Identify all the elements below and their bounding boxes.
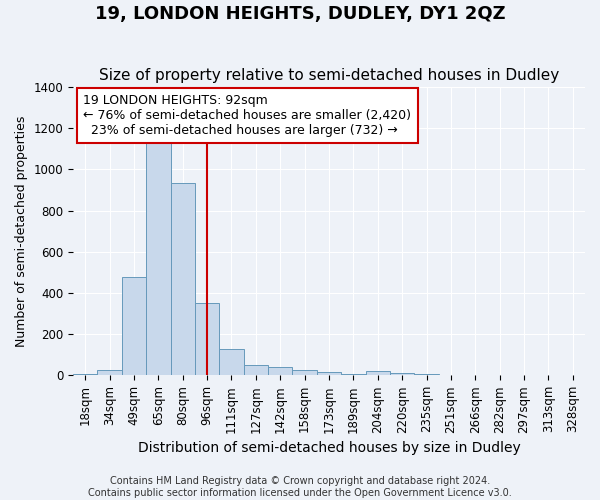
X-axis label: Distribution of semi-detached houses by size in Dudley: Distribution of semi-detached houses by …: [137, 441, 520, 455]
Bar: [365, 371, 390, 376]
Bar: [146, 140, 170, 376]
Bar: [170, 182, 195, 376]
Bar: [244, 365, 268, 376]
Bar: [317, 372, 341, 376]
Text: 19, LONDON HEIGHTS, DUDLEY, DY1 2QZ: 19, LONDON HEIGHTS, DUDLEY, DY1 2QZ: [95, 5, 505, 23]
Bar: [268, 368, 292, 376]
Bar: [97, 370, 122, 376]
Bar: [220, 348, 244, 376]
Text: Contains HM Land Registry data © Crown copyright and database right 2024.
Contai: Contains HM Land Registry data © Crown c…: [88, 476, 512, 498]
Bar: [73, 374, 97, 376]
Y-axis label: Number of semi-detached properties: Number of semi-detached properties: [15, 116, 28, 347]
Bar: [292, 370, 317, 376]
Bar: [122, 278, 146, 376]
Bar: [195, 303, 220, 376]
Text: 19 LONDON HEIGHTS: 92sqm
← 76% of semi-detached houses are smaller (2,420)
  23%: 19 LONDON HEIGHTS: 92sqm ← 76% of semi-d…: [83, 94, 411, 137]
Bar: [415, 374, 439, 376]
Bar: [341, 374, 365, 376]
Bar: [390, 374, 415, 376]
Title: Size of property relative to semi-detached houses in Dudley: Size of property relative to semi-detach…: [99, 68, 559, 83]
